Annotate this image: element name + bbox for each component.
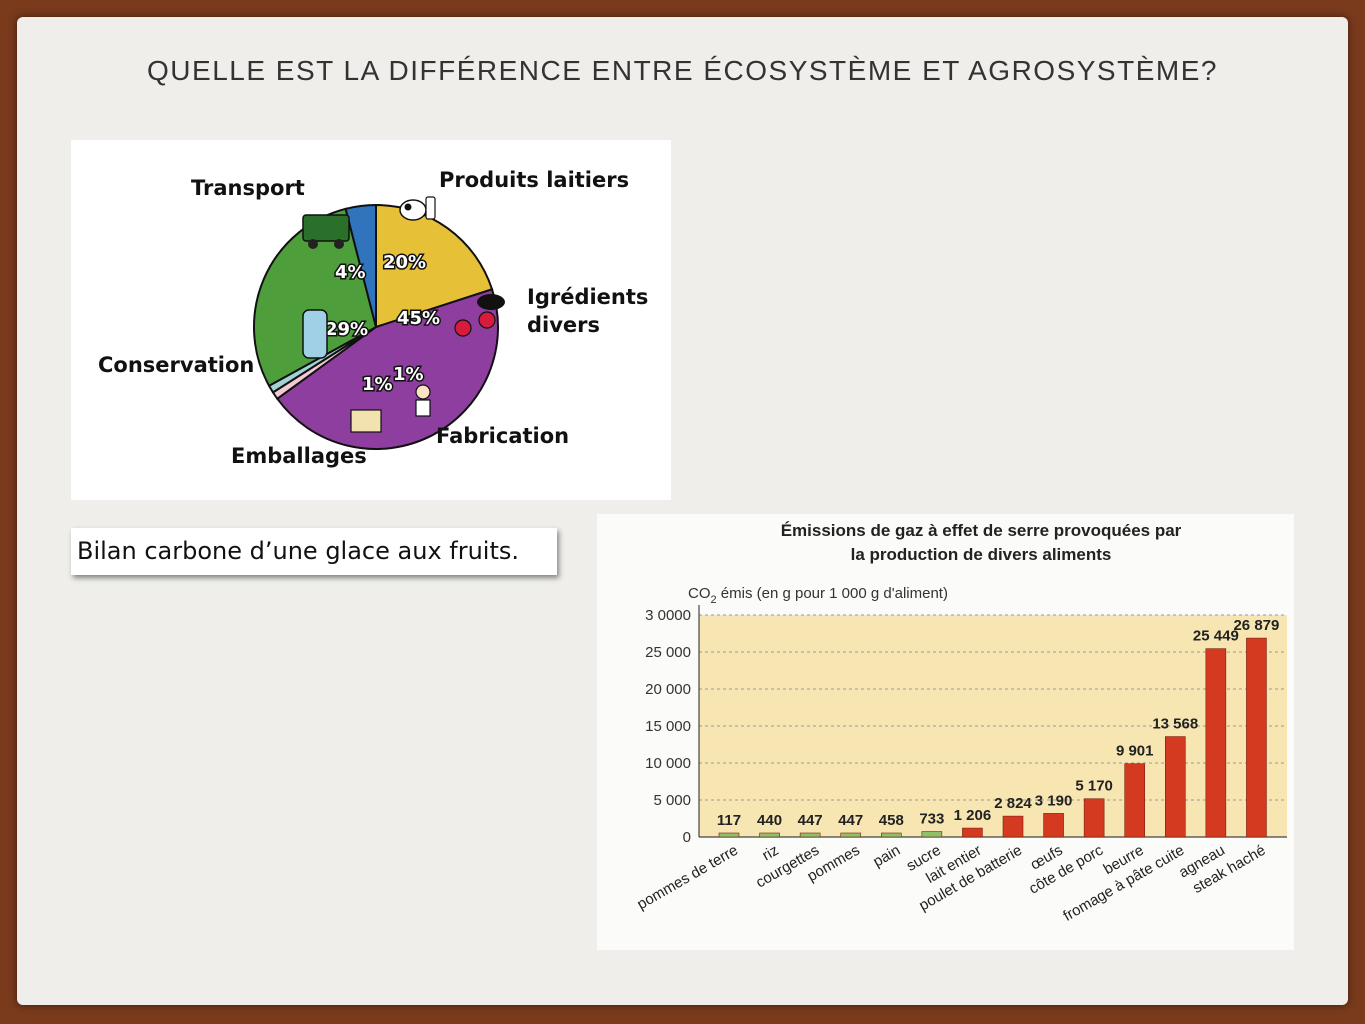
bar [840,832,862,838]
bar-value-label: 733 [919,811,944,828]
fridge-icon [302,309,328,359]
label-ingredients-line2: divers [527,313,600,337]
bar-value-label: 447 [838,812,863,829]
y-tick-label: 25 000 [645,644,691,661]
packaging-icon [350,409,382,433]
slide: QUELLE EST LA DIFFÉRENCE ENTRE ÉCOSYSTÈM… [17,17,1348,1005]
bar-value-label: 117 [717,812,741,829]
x-category-label: pain [870,842,903,871]
y-tick-label: 5 000 [653,792,691,809]
bar [1002,815,1024,838]
label-transport: Transport [191,176,305,200]
y-axis-label-sub: 2 [711,594,717,606]
bar [718,832,740,838]
y-tick-label: 3 0000 [645,607,691,624]
bar [962,827,983,838]
x-category-label: pommes de terre [634,842,741,913]
label-produits-laitiers: Produits laitiers [439,168,629,192]
bar-value-label: 13 568 [1152,716,1198,733]
y-axis-label-co: CO [688,585,711,602]
pie-chart: Transport Produits laitiers Igrédients d… [98,168,648,468]
y-tick-label: 15 000 [645,718,691,735]
y-tick-label: 10 000 [645,755,691,772]
bar [1043,813,1064,838]
y-axis-label-rest: émis (en g pour 1 000 g d'aliment) [717,585,948,602]
y-tick-label: 20 000 [645,681,691,698]
bar [880,832,902,838]
bar-value-label: 2 824 [994,795,1032,812]
bar-chart-title: Émissions de gaz à effet de serre provoq… [781,521,1182,540]
pie-chart-panel: Transport Produits laitiers Igrédients d… [71,140,671,500]
bar-chart-panel: Émissions de gaz à effet de serre provoq… [597,514,1294,950]
bar [799,832,821,838]
pct-fabrication: 1% [393,364,424,385]
truck-icon [302,214,350,249]
pct-emballages: 1% [362,374,393,395]
bar-value-label: 1 206 [954,807,992,824]
cow-icon [399,196,436,221]
label-emballages: Emballages [231,444,367,468]
pct-transport: 4% [335,262,366,283]
bar-value-label: 447 [798,812,823,829]
bar-chart-subtitle: la production de divers aliments [851,545,1112,564]
bar [921,831,943,838]
label-ingredients-line1: Igrédients [527,285,648,309]
bar [1164,736,1186,838]
label-fabrication: Fabrication [436,424,569,448]
y-axis-label: CO2 émis (en g pour 1 000 g d'aliment) [688,585,948,606]
bar-value-label: 5 170 [1075,778,1113,795]
label-conservation: Conservation [98,353,254,377]
y-tick-label: 0 [683,829,691,846]
pct-produits: 20% [383,252,426,273]
bar-value-label: 9 901 [1116,743,1154,760]
bar [1205,648,1227,838]
cook-icon [415,384,431,417]
bar-value-label: 458 [879,812,904,829]
pct-conservation: 29% [325,319,368,340]
bar-value-label: 440 [757,812,782,829]
bar [1124,763,1146,838]
pie-chart-caption: Bilan carbone d’une glace aux fruits. [71,528,557,575]
bar [759,832,780,838]
bar-chart: Émissions de gaz à effet de serre provoq… [634,521,1287,925]
pct-ingredients: 45% [397,308,440,329]
cherries-icon [454,294,505,337]
bar [1246,637,1267,838]
pie-slice-5 [344,203,377,328]
bar-value-label: 26 879 [1233,617,1279,634]
slide-title: QUELLE EST LA DIFFÉRENCE ENTRE ÉCOSYSTÈM… [147,55,1218,86]
bar-value-label: 3 190 [1035,792,1073,809]
pie-slice-1 [275,288,499,450]
bar-value-label: 25 449 [1193,628,1239,645]
x-category-label: riz [759,842,781,865]
pie-slice-0 [375,203,494,329]
bar [1083,798,1105,838]
